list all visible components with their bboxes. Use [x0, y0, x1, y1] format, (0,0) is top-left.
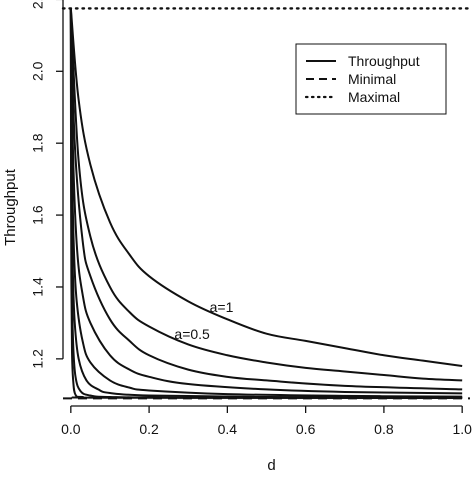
y-tick-label: 1.4 [30, 277, 46, 297]
x-axis-title: d [267, 457, 275, 474]
legend-label: Maximal [348, 89, 400, 105]
y-tick-label: 1.8 [30, 133, 46, 153]
throughput-curve-1 [69, 8, 463, 382]
throughput-curve-3 [69, 8, 463, 395]
y-tick-label: 2.2 [30, 0, 46, 9]
y-tick-label: 1.2 [30, 349, 46, 369]
throughput-curve-0 [69, 8, 463, 368]
x-tick-label: 0.0 [61, 421, 81, 437]
throughput-curve-7 [69, 8, 463, 400]
x-tick-label: 0.6 [296, 421, 316, 437]
x-tick-label: 0.4 [218, 421, 238, 437]
x-tick-label: 0.8 [374, 421, 394, 437]
legend: Throughput Minimal Maximal [295, 43, 447, 115]
curve-annotation: a=0.5 [174, 326, 210, 342]
y-axis-title: Throughput [2, 168, 19, 246]
legend-label: Minimal [348, 71, 396, 87]
x-tick-label: 1.0 [452, 421, 472, 437]
throughput-curve-2 [69, 8, 463, 391]
x-tick-label: 0.2 [139, 421, 159, 437]
y-tick-label: 2.0 [30, 61, 46, 81]
plot-area [61, 7, 472, 400]
legend-label: Throughput [348, 53, 420, 69]
curve-annotation: a=1 [210, 299, 234, 315]
annotations: a=1a=0.5 [174, 299, 233, 342]
y-tick-label: 1.6 [30, 205, 46, 225]
